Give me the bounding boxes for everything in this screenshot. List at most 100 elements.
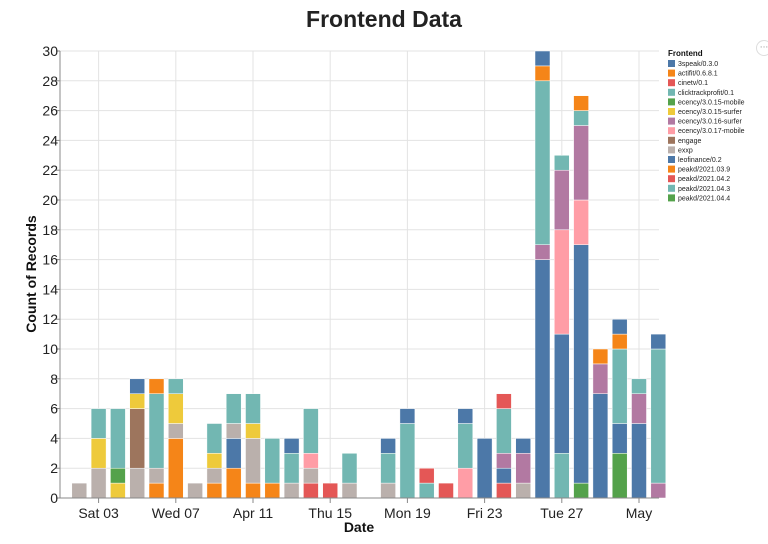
bar-segment[interactable] bbox=[168, 378, 184, 394]
legend-swatch bbox=[668, 136, 675, 144]
bar-segment[interactable] bbox=[496, 408, 512, 454]
bar-segment[interactable] bbox=[110, 408, 126, 469]
bar-segment[interactable] bbox=[225, 393, 242, 424]
bar-segment[interactable] bbox=[573, 244, 589, 484]
bar-segment[interactable] bbox=[225, 423, 242, 439]
bar-segment[interactable] bbox=[110, 482, 126, 499]
bar-segment[interactable] bbox=[534, 65, 551, 82]
bar-segment[interactable] bbox=[573, 95, 589, 111]
bar-segment[interactable] bbox=[303, 408, 319, 454]
bar-segment[interactable] bbox=[554, 155, 570, 171]
bar-segment[interactable] bbox=[341, 453, 358, 484]
bar-segment[interactable] bbox=[457, 423, 474, 469]
bar-segment[interactable] bbox=[129, 467, 145, 499]
bar-segment[interactable] bbox=[303, 482, 319, 499]
bar-segment[interactable] bbox=[496, 453, 512, 469]
bar-segment[interactable] bbox=[129, 378, 145, 394]
bar-segment[interactable] bbox=[534, 80, 551, 245]
bar-segment[interactable] bbox=[168, 438, 184, 499]
bar-segment[interactable] bbox=[573, 110, 589, 126]
x-tick-label: Wed 07 bbox=[152, 505, 200, 521]
bar-segment[interactable] bbox=[631, 378, 647, 394]
bar-segment[interactable] bbox=[399, 423, 416, 499]
bar-segment[interactable] bbox=[592, 393, 609, 499]
bar-segment[interactable] bbox=[515, 453, 531, 484]
bar-segment[interactable] bbox=[457, 408, 474, 424]
bar-segment[interactable] bbox=[611, 333, 628, 350]
bar-segment[interactable] bbox=[592, 348, 609, 365]
bar-segment[interactable] bbox=[534, 244, 551, 260]
bar-segment[interactable] bbox=[399, 408, 416, 424]
bar-segment[interactable] bbox=[650, 482, 667, 499]
bar-segment[interactable] bbox=[322, 482, 338, 499]
bar-segment[interactable] bbox=[245, 423, 261, 439]
bar-segment[interactable] bbox=[245, 482, 261, 499]
bar-segment[interactable] bbox=[245, 438, 261, 484]
bar-segment[interactable] bbox=[168, 423, 184, 439]
bar-segment[interactable] bbox=[611, 318, 628, 335]
bar-segment[interactable] bbox=[283, 453, 300, 484]
bar-segment[interactable] bbox=[148, 482, 165, 499]
bar-segment[interactable] bbox=[71, 482, 88, 499]
bar-segment[interactable] bbox=[554, 229, 570, 335]
bar-segment[interactable] bbox=[90, 438, 107, 469]
bar-segment[interactable] bbox=[129, 393, 145, 409]
bar-segment[interactable] bbox=[573, 199, 589, 245]
bar-segment[interactable] bbox=[534, 50, 551, 67]
bar-segment[interactable] bbox=[90, 408, 107, 439]
bar-segment[interactable] bbox=[129, 408, 145, 469]
bar-segment[interactable] bbox=[225, 438, 242, 469]
bar-segment[interactable] bbox=[554, 453, 570, 499]
bar-segment[interactable] bbox=[476, 438, 493, 499]
chart-actions-menu-icon[interactable]: ··· bbox=[756, 40, 768, 56]
bar-segment[interactable] bbox=[283, 438, 300, 454]
bar-segment[interactable] bbox=[264, 438, 281, 484]
bar-segment[interactable] bbox=[110, 467, 126, 484]
bar-segment[interactable] bbox=[380, 482, 396, 499]
bar-segment[interactable] bbox=[573, 125, 589, 201]
bar-segment[interactable] bbox=[187, 482, 203, 499]
bar-segment[interactable] bbox=[611, 348, 628, 424]
bar-segment[interactable] bbox=[380, 453, 396, 484]
bar-segment[interactable] bbox=[650, 333, 667, 350]
bar-segment[interactable] bbox=[90, 467, 107, 499]
bar-segment[interactable] bbox=[631, 393, 647, 424]
bar-segment[interactable] bbox=[303, 453, 319, 469]
bar-segment[interactable] bbox=[631, 423, 647, 499]
bar-segment[interactable] bbox=[496, 482, 512, 499]
bar-segment[interactable] bbox=[206, 453, 223, 469]
bar-segment[interactable] bbox=[515, 438, 531, 454]
legend-label: clicktrackprofit/0.1 bbox=[678, 90, 734, 97]
bar-segment[interactable] bbox=[418, 467, 435, 484]
bar-segment[interactable] bbox=[554, 333, 570, 454]
bar-segment[interactable] bbox=[457, 467, 474, 499]
bar-segment[interactable] bbox=[148, 378, 165, 394]
bar-segment[interactable] bbox=[418, 482, 435, 499]
legend-label: 3speak/0.3.0 bbox=[678, 61, 718, 68]
bar-segment[interactable] bbox=[592, 363, 609, 394]
bar-segment[interactable] bbox=[554, 169, 570, 231]
bar-segment[interactable] bbox=[341, 482, 358, 499]
y-tick-label: 14 bbox=[42, 281, 58, 297]
bar-segment[interactable] bbox=[573, 482, 589, 499]
bar-segment[interactable] bbox=[206, 423, 223, 454]
bar-segment[interactable] bbox=[206, 482, 223, 499]
bar-segment[interactable] bbox=[650, 348, 667, 484]
bar-segment[interactable] bbox=[611, 423, 628, 454]
bar-segment[interactable] bbox=[496, 393, 512, 409]
bar-segment[interactable] bbox=[515, 482, 531, 499]
bar-segment[interactable] bbox=[148, 393, 165, 469]
bar-segment[interactable] bbox=[380, 438, 396, 454]
bar-segment[interactable] bbox=[168, 393, 184, 424]
bar-segment[interactable] bbox=[534, 259, 551, 499]
bar-segment[interactable] bbox=[438, 482, 454, 499]
bar-segment[interactable] bbox=[206, 467, 223, 484]
bar-segment[interactable] bbox=[225, 467, 242, 499]
bar-segment[interactable] bbox=[611, 453, 628, 499]
bar-segment[interactable] bbox=[496, 467, 512, 484]
bar-segment[interactable] bbox=[148, 467, 165, 484]
bar-segment[interactable] bbox=[245, 393, 261, 424]
bar-segment[interactable] bbox=[303, 467, 319, 484]
bar-segment[interactable] bbox=[283, 482, 300, 499]
bar-segment[interactable] bbox=[264, 482, 281, 499]
